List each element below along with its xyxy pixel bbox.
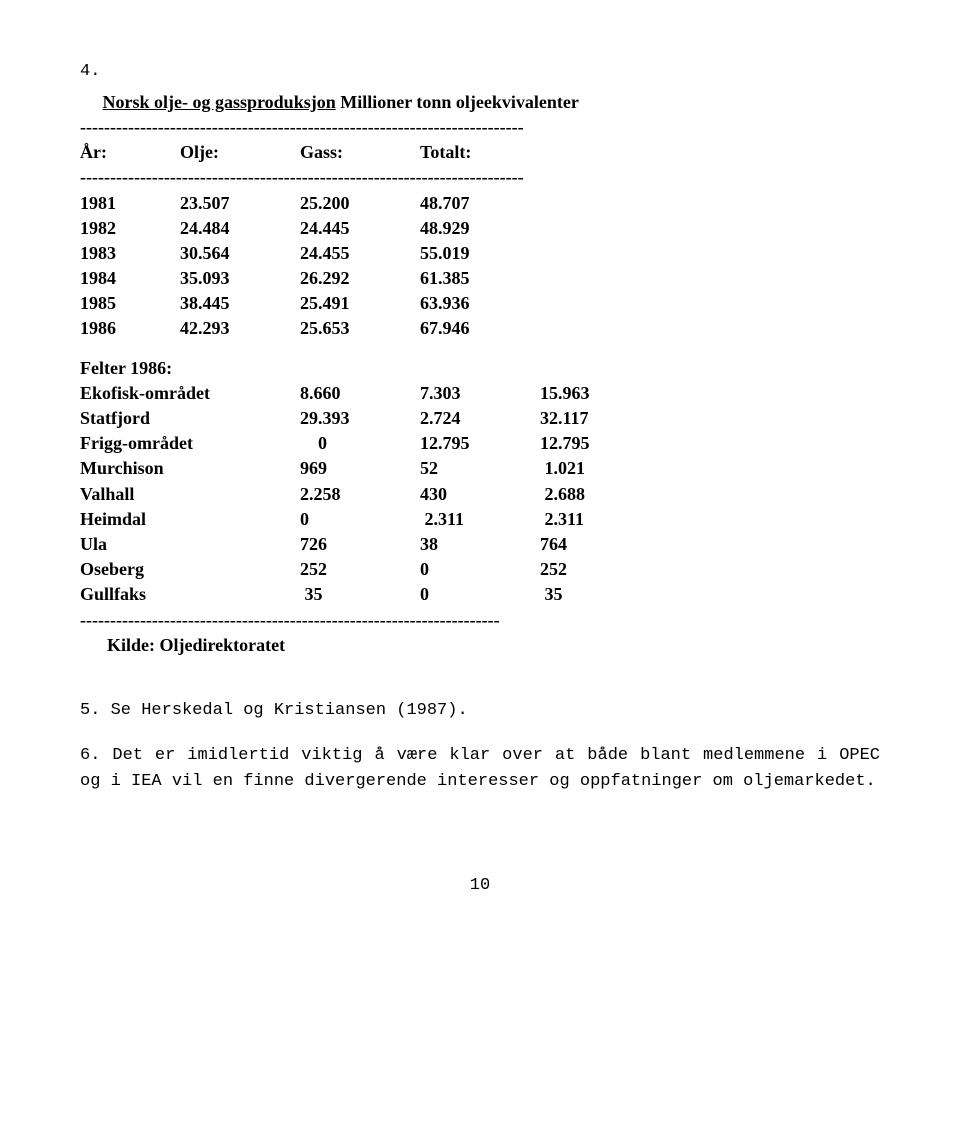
- cell-oil: 35.093: [180, 266, 300, 291]
- table-row: Heimdal 0 2.311 2.311: [80, 507, 880, 532]
- cell-year: 1984: [80, 266, 180, 291]
- cell-year: 1986: [80, 316, 180, 341]
- source-line: Kilde: Oljedirektoratet: [80, 633, 880, 658]
- table-title: Norsk olje- og gassproduksjon Millioner …: [80, 90, 880, 115]
- cell-gas: 38: [420, 532, 540, 557]
- table-row: 198435.09326.29261.385: [80, 266, 880, 291]
- table-row: Murchison 96952 1.021: [80, 456, 880, 481]
- cell-field-name: Gullfaks: [80, 582, 290, 607]
- cell-oil: 0: [300, 507, 420, 532]
- cell-total: 55.019: [420, 241, 540, 266]
- cell-oil: 24.484: [180, 216, 300, 241]
- cell-gas: 26.292: [300, 266, 420, 291]
- title-rest: Millioner tonn oljeekvivalenter: [336, 92, 579, 112]
- cell-year: 1985: [80, 291, 180, 316]
- cell-oil: 726: [300, 532, 420, 557]
- cell-total: 32.117: [540, 406, 660, 431]
- cell-year: 1981: [80, 191, 180, 216]
- cell-gas: 25.653: [300, 316, 420, 341]
- cell-gas: 24.445: [300, 216, 420, 241]
- fields-body: Ekofisk-området8.6607.30315.963Statfjord…: [80, 381, 880, 608]
- cell-gas: 0: [420, 582, 540, 607]
- cell-total: 48.929: [420, 216, 540, 241]
- cell-total: 61.385: [420, 266, 540, 291]
- cell-field-name: Heimdal: [80, 507, 290, 532]
- cell-field-name: Ekofisk-området: [80, 381, 290, 406]
- cell-field-name: Oseberg: [80, 557, 290, 582]
- cell-oil: 0: [300, 431, 420, 456]
- table-row: Statfjord 29.3932.72432.117: [80, 406, 880, 431]
- source-text: Kilde: Oljedirektoratet: [107, 635, 285, 655]
- table-row: Ula 72638764: [80, 532, 880, 557]
- cell-field-name: Ula: [80, 532, 290, 557]
- cell-total: 2.688: [540, 482, 660, 507]
- cell-gas: 24.455: [300, 241, 420, 266]
- table-header: År: Olje: Gass: Totalt:: [80, 140, 880, 165]
- table-row: Ekofisk-området 8.6607.30315.963: [80, 381, 880, 406]
- cell-field-name: Murchison: [80, 456, 290, 481]
- header-total: Totalt:: [420, 140, 540, 165]
- cell-oil: 8.660: [300, 381, 420, 406]
- table-row: 198123.50725.20048.707: [80, 191, 880, 216]
- table-row: 198538.44525.49163.936: [80, 291, 880, 316]
- cell-gas: 25.200: [300, 191, 420, 216]
- cell-total: 764: [540, 532, 660, 557]
- cell-oil: 30.564: [180, 241, 300, 266]
- page-number: 10: [80, 874, 880, 898]
- cell-total: 15.963: [540, 381, 660, 406]
- cell-oil: 2.258: [300, 482, 420, 507]
- note-6: 6. Det er imidlertid viktig å være klar …: [80, 743, 880, 794]
- cell-gas: 430: [420, 482, 540, 507]
- rule-top: ----------------------------------------…: [80, 115, 880, 140]
- cell-oil: 35: [300, 582, 420, 607]
- cell-total: 12.795: [540, 431, 660, 456]
- table-row: Oseberg 2520252: [80, 557, 880, 582]
- cell-total: 2.311: [540, 507, 660, 532]
- header-oil: Olje:: [180, 140, 300, 165]
- source-indent: [80, 635, 107, 655]
- cell-oil: 38.445: [180, 291, 300, 316]
- table-row: 198642.29325.65367.946: [80, 316, 880, 341]
- cell-gas: 0: [420, 557, 540, 582]
- cell-total: 1.021: [540, 456, 660, 481]
- rule-under-header: ----------------------------------------…: [80, 165, 880, 190]
- header-year: År:: [80, 140, 180, 165]
- cell-gas: 12.795: [420, 431, 540, 456]
- cell-total: 63.936: [420, 291, 540, 316]
- note-4-prefix: 4.: [80, 60, 880, 84]
- table-row: 198224.48424.44548.929: [80, 216, 880, 241]
- years-body: 198123.50725.20048.707198224.48424.44548…: [80, 191, 880, 342]
- table-row: Gullfaks 350 35: [80, 582, 880, 607]
- cell-year: 1982: [80, 216, 180, 241]
- cell-gas: 2.724: [420, 406, 540, 431]
- rule-bottom: ----------------------------------------…: [80, 608, 880, 633]
- cell-gas: 25.491: [300, 291, 420, 316]
- cell-oil: 23.507: [180, 191, 300, 216]
- cell-gas: 7.303: [420, 381, 540, 406]
- cell-gas: 52: [420, 456, 540, 481]
- spacer: [80, 342, 880, 356]
- cell-oil: 969: [300, 456, 420, 481]
- cell-field-name: Valhall: [80, 482, 290, 507]
- cell-total: 35: [540, 582, 660, 607]
- cell-year: 1983: [80, 241, 180, 266]
- indent: [80, 92, 103, 112]
- cell-total: 67.946: [420, 316, 540, 341]
- cell-oil: 29.393: [300, 406, 420, 431]
- cell-field-name: Statfjord: [80, 406, 290, 431]
- cell-oil: 252: [300, 557, 420, 582]
- table-row: Frigg-området 012.79512.795: [80, 431, 880, 456]
- fields-title: Felter 1986:: [80, 356, 880, 381]
- cell-total: 252: [540, 557, 660, 582]
- cell-gas: 2.311: [420, 507, 540, 532]
- table-row: Valhall 2.258430 2.688: [80, 482, 880, 507]
- cell-field-name: Frigg-området: [80, 431, 290, 456]
- header-gas: Gass:: [300, 140, 420, 165]
- table-row: 198330.56424.45555.019: [80, 241, 880, 266]
- cell-oil: 42.293: [180, 316, 300, 341]
- title-underlined: Norsk olje- og gassproduksjon: [103, 92, 336, 112]
- cell-total: 48.707: [420, 191, 540, 216]
- note-5: 5. Se Herskedal og Kristiansen (1987).: [80, 698, 880, 724]
